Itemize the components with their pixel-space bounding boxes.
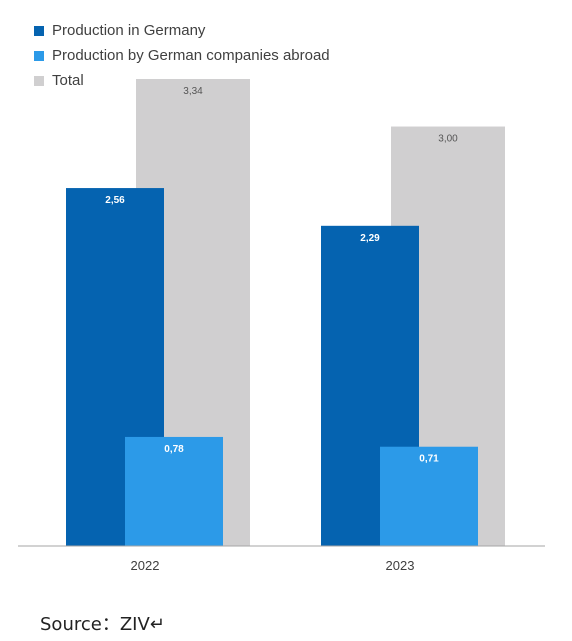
legend: Production in Germany Production by Germ… xyxy=(34,18,330,93)
data-label: 0,71 xyxy=(419,454,439,465)
legend-swatch xyxy=(34,50,44,61)
legend-label: Total xyxy=(52,72,84,89)
x-tick-label: 2023 xyxy=(386,558,415,573)
data-label: 2,29 xyxy=(360,233,380,244)
bar-production-by-german-companies-abroad-2023 xyxy=(380,446,478,546)
legend-label: Production in Germany xyxy=(52,22,206,39)
bar-production-by-german-companies-abroad-2022 xyxy=(125,436,223,546)
legend-item-production-germany: Production in Germany xyxy=(34,18,330,43)
source-note: Source：ZIV↵ xyxy=(40,614,165,635)
legend-item-total: Total xyxy=(34,68,330,93)
legend-item-production-abroad: Production by German companies abroad xyxy=(34,43,330,68)
data-label: 3,34 xyxy=(183,86,203,97)
legend-swatch xyxy=(34,25,44,36)
data-label: 2,56 xyxy=(105,195,125,206)
legend-label: Production by German companies abroad xyxy=(52,47,330,64)
x-tick-label: 2022 xyxy=(131,558,160,573)
data-label: 0,78 xyxy=(164,444,184,455)
legend-swatch xyxy=(34,75,44,86)
data-label: 3,00 xyxy=(438,134,458,145)
